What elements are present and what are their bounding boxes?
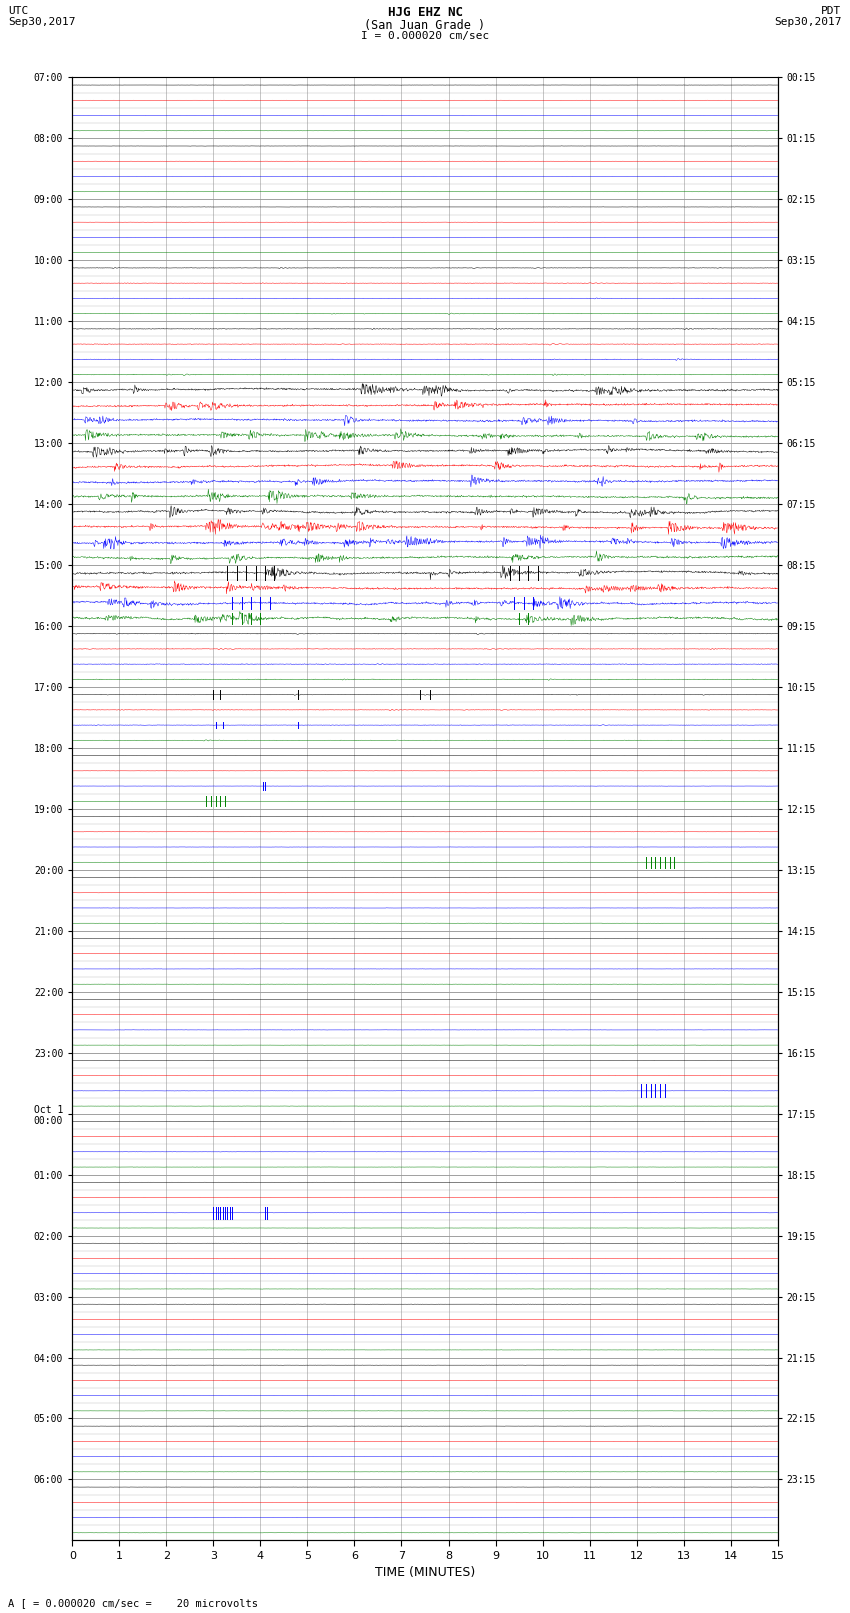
Text: PDT: PDT <box>821 5 842 16</box>
Text: (San Juan Grade ): (San Juan Grade ) <box>365 18 485 32</box>
X-axis label: TIME (MINUTES): TIME (MINUTES) <box>375 1566 475 1579</box>
Text: Sep30,2017: Sep30,2017 <box>8 18 76 27</box>
Text: UTC: UTC <box>8 5 29 16</box>
Text: Sep30,2017: Sep30,2017 <box>774 18 842 27</box>
Text: I = 0.000020 cm/sec: I = 0.000020 cm/sec <box>361 31 489 40</box>
Text: A [ = 0.000020 cm/sec =    20 microvolts: A [ = 0.000020 cm/sec = 20 microvolts <box>8 1598 258 1608</box>
Text: HJG EHZ NC: HJG EHZ NC <box>388 5 462 19</box>
